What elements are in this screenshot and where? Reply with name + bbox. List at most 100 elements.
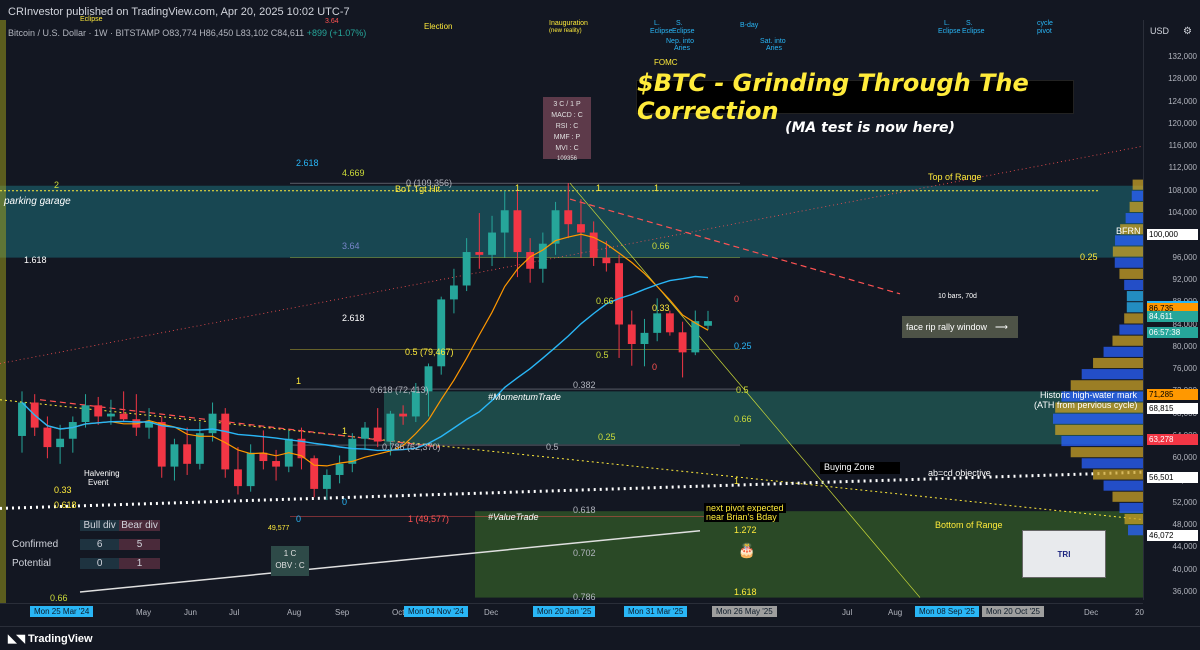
price-chart[interactable] bbox=[0, 0, 1143, 603]
footer-bar: ◣◥ TradingView bbox=[0, 626, 1200, 650]
price-tag: 84,611 bbox=[1147, 311, 1198, 323]
price-tag: 68,815 bbox=[1147, 403, 1198, 415]
table-header-cell: Bull div bbox=[80, 520, 120, 531]
volume-profile-bar bbox=[1126, 302, 1143, 313]
candle-body bbox=[437, 299, 446, 367]
price-tag: 71,285 bbox=[1147, 389, 1198, 401]
fib-label: 0.25 bbox=[734, 341, 752, 351]
price-tick-label: 112,000 bbox=[1168, 163, 1197, 173]
value-trade-label: #ValueTrade bbox=[488, 512, 539, 522]
price-tick-label: 52,000 bbox=[1172, 497, 1197, 507]
new-reality-label: (new reality) bbox=[549, 28, 582, 34]
candle-body bbox=[386, 413, 395, 442]
eclipse-top-label: Eclipse bbox=[80, 16, 103, 23]
bof-target-label: BoT Tgt Hit bbox=[395, 184, 441, 194]
abcd-objective-label: ab=cd objective bbox=[928, 468, 991, 478]
volume-profile-bar bbox=[1112, 335, 1143, 346]
candle-body bbox=[678, 332, 687, 353]
blue-ma-line bbox=[21, 275, 709, 452]
candle-body bbox=[615, 263, 624, 325]
fomc-label: FOMC bbox=[654, 58, 678, 67]
time-tick-label: Sep bbox=[335, 608, 350, 617]
time-tick-label: Dec bbox=[484, 608, 499, 617]
candle-body bbox=[462, 252, 471, 286]
obv-status: OBV : C bbox=[275, 561, 305, 570]
candle-body bbox=[234, 469, 242, 487]
obv-box: 1 C OBV : C bbox=[271, 546, 309, 576]
volume-profile-bar bbox=[1119, 268, 1143, 279]
fib-label: 0.66 bbox=[596, 296, 614, 306]
volume-profile-bar bbox=[1112, 246, 1143, 257]
fib-label: 1 (49,577) bbox=[408, 514, 450, 524]
candle-body bbox=[488, 232, 496, 255]
fib-label: 1.272 bbox=[734, 525, 757, 535]
symbol-name[interactable]: Bitcoin / U.S. Dollar · 1W · BITSTAMP bbox=[8, 28, 160, 38]
brand-name: TradingView bbox=[27, 633, 93, 645]
candle-body bbox=[18, 402, 26, 436]
volume-profile-bar bbox=[1055, 424, 1143, 435]
tri-logo: TRI bbox=[1022, 530, 1106, 578]
volume-profile-bar bbox=[1093, 469, 1143, 480]
price-tick-label: 60,000 bbox=[1172, 453, 1197, 463]
candle-body bbox=[348, 438, 357, 464]
volume-profile-bar bbox=[1070, 380, 1143, 391]
time-marker-badge: Mon 20 Jan '25 bbox=[533, 606, 596, 617]
cake-icon: 🎂 bbox=[738, 542, 756, 558]
time-marker-badge: Mon 31 Mar '25 bbox=[624, 606, 688, 617]
price-tick-label: 116,000 bbox=[1168, 141, 1197, 151]
price-tick-label: 124,000 bbox=[1168, 96, 1197, 106]
candle-body bbox=[538, 243, 547, 269]
price-tick-label: 108,000 bbox=[1168, 185, 1197, 195]
fib-label: 0.702 bbox=[573, 548, 596, 558]
fib-label: 2.618 bbox=[342, 313, 365, 323]
volume-profile-bar bbox=[1128, 525, 1143, 536]
price-change: +899 (+1.07%) bbox=[306, 28, 367, 38]
candle-body bbox=[653, 313, 662, 333]
time-tick-label: Jun bbox=[184, 608, 197, 617]
candle-body bbox=[272, 461, 281, 467]
value-364-label: 3.64 bbox=[325, 18, 339, 25]
red-dashed-downtrend-2 bbox=[569, 198, 901, 295]
fib-label: 0.618 bbox=[573, 505, 596, 515]
bfrn-label: BFRN bbox=[1116, 226, 1141, 236]
fib-label: 4.669 bbox=[342, 168, 365, 178]
fib-label: 0.5 bbox=[596, 350, 609, 360]
candle-body bbox=[475, 252, 484, 255]
divergence-table: Bull div Bear div Confirmed 6 5 Potentia… bbox=[8, 516, 160, 573]
volume-profile-bar bbox=[1126, 291, 1143, 302]
time-axis[interactable]: May Jun Jul Aug Sep Oct Dec Jul Aug Dec 20 Mon 25 M… bbox=[0, 603, 1144, 622]
volume-profile-bar bbox=[1132, 179, 1143, 190]
price-axis[interactable]: 132,000 128,000 124,000 120,000 116,000 112,0… bbox=[1143, 20, 1200, 600]
candle-body bbox=[170, 444, 179, 467]
election-label: Election bbox=[424, 22, 453, 31]
symbol-line: Bitcoin / U.S. Dollar · 1W · BITSTAMP O8… bbox=[8, 28, 366, 38]
score-line: 3 C / 1 P bbox=[553, 101, 581, 108]
candle-body bbox=[577, 224, 585, 233]
settings-icon[interactable]: ⚙ bbox=[1183, 26, 1192, 37]
fib-label: 0.33 bbox=[54, 485, 72, 495]
halvening-label: Halvening bbox=[84, 469, 120, 478]
volume-profile-bar bbox=[1061, 435, 1143, 447]
ohlc-values: O83,774 H86,450 L83,102 C84,611 bbox=[162, 28, 305, 38]
tradingview-logo[interactable]: ◣◥ TradingView bbox=[8, 632, 93, 645]
historic-hwm-label: Historic high-water mark bbox=[1040, 390, 1138, 400]
lunar-eclipse-1b: Eclipse bbox=[650, 28, 673, 35]
left-edge-band bbox=[0, 20, 6, 603]
table-row: Confirmed 6 5 bbox=[8, 535, 160, 554]
cycle-pivot-label-b: pivot bbox=[1037, 28, 1052, 35]
publisher-line: CRInvestor published on TradingView.com,… bbox=[8, 6, 350, 18]
fib-label: 0.25 bbox=[1080, 252, 1098, 262]
table-cell: 6 bbox=[80, 539, 120, 550]
face-rip-window: face rip rally window ⟶ bbox=[902, 316, 1018, 338]
price-tick-label: 76,000 bbox=[1172, 364, 1197, 374]
fib-label: 1 bbox=[596, 183, 602, 193]
ten-bars-label: 10 bars, 70d bbox=[938, 293, 977, 300]
currency-label[interactable]: USD bbox=[1150, 26, 1170, 36]
time-tick-label: Oct bbox=[392, 608, 405, 617]
volume-profile-bar bbox=[1114, 257, 1143, 268]
candle-body bbox=[411, 391, 420, 417]
volume-profile-bar bbox=[1125, 213, 1143, 224]
candle-body bbox=[310, 458, 319, 489]
table-row: Potential 0 1 bbox=[8, 554, 160, 573]
fib-label: 0.33 bbox=[652, 303, 670, 313]
